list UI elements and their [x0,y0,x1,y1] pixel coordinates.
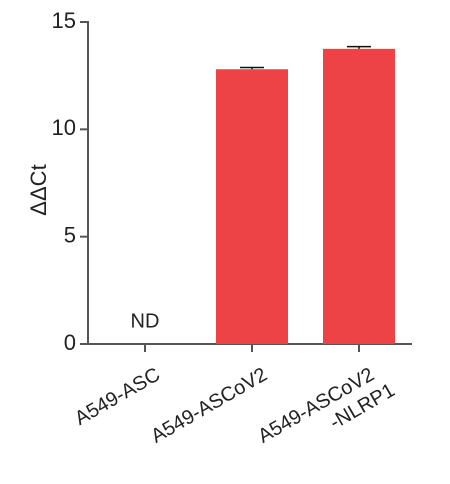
error-bar [347,45,371,49]
x-tick-label: A549-ASCoV2 [147,364,271,448]
bar [323,48,395,344]
x-tick-label: A549-ASCoV2-NLRP1 [254,359,398,469]
x-tick-label: A549-ASC [71,364,164,430]
y-tick-label: 5 [64,222,76,247]
bar [216,69,288,344]
y-axis-label: ΔΔCt [26,164,51,215]
annotation: ND [131,310,160,332]
y-tick-label: 10 [52,115,76,140]
error-bar [240,66,264,70]
y-tick-label: 0 [64,330,76,355]
y-tick-label: 15 [52,8,76,33]
